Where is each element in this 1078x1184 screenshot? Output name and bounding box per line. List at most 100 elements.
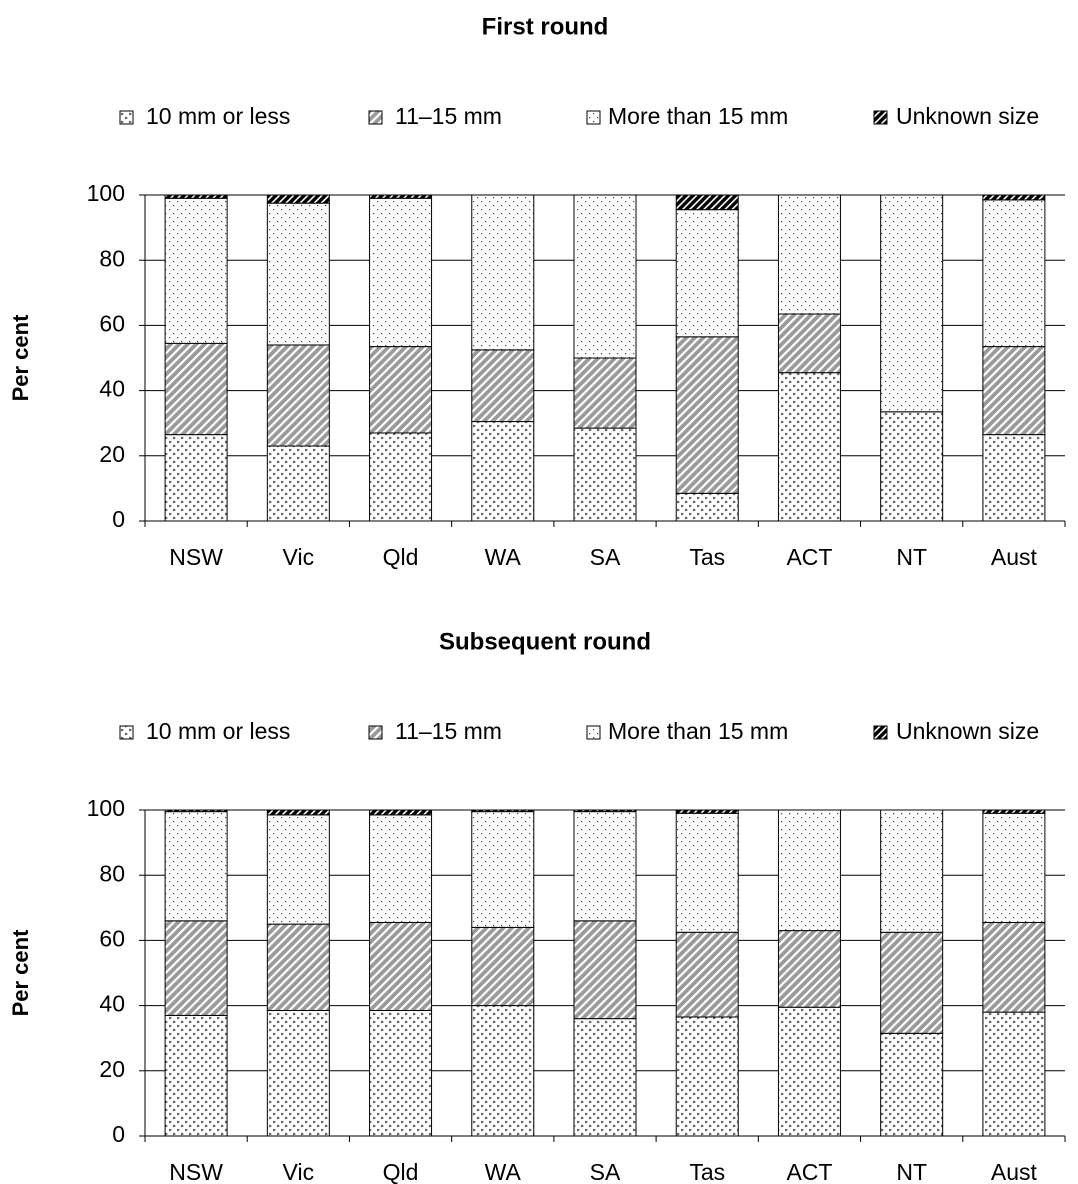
y-tick-label: 20 <box>99 441 125 467</box>
y-tick-label: 100 <box>87 180 125 206</box>
bar-segment <box>471 809 535 813</box>
bar-segment <box>266 923 330 1011</box>
bar-segment <box>573 920 637 1020</box>
y-tick-label: 40 <box>99 991 125 1017</box>
bar-segment <box>777 313 841 374</box>
legend-label: 10 mm or less <box>146 103 290 129</box>
bar-segment <box>266 809 330 816</box>
legend-swatch <box>368 110 383 125</box>
bar-segment <box>880 411 944 522</box>
y-axis-label: Per cent <box>8 929 33 1016</box>
bar-segment <box>369 197 433 348</box>
x-tick-label: NSW <box>169 544 223 570</box>
bar-segment <box>982 921 1046 1013</box>
bar-segment <box>573 194 637 359</box>
bar-segment <box>573 811 637 922</box>
bar-segment <box>982 199 1046 348</box>
bar-segment <box>164 1014 228 1137</box>
bar-segment <box>777 1006 841 1137</box>
bar-segment <box>675 812 739 933</box>
legend-swatch <box>873 725 888 740</box>
bar-segment <box>777 372 841 522</box>
bar-segment <box>266 445 330 522</box>
bar-segment <box>164 434 228 522</box>
legend-label: 11–15 mm <box>395 718 502 744</box>
bar-segment <box>982 809 1046 814</box>
bar-segment <box>266 194 330 204</box>
bar-segment <box>777 930 841 1008</box>
x-tick-label: Tas <box>689 544 725 570</box>
bar-segment <box>573 427 637 522</box>
bar-segment <box>675 809 739 814</box>
legend-label: More than 15 mm <box>608 103 788 129</box>
bar-segment <box>573 1018 637 1137</box>
bar-segment <box>369 432 433 522</box>
y-tick-label: 20 <box>99 1056 125 1082</box>
chart-title: Subsequent round <box>439 628 651 655</box>
bar-segment <box>369 346 433 434</box>
x-tick-label: NT <box>896 544 927 570</box>
bar-segment <box>471 926 535 1007</box>
y-tick-label: 0 <box>112 506 125 532</box>
bar-segment <box>880 1032 944 1137</box>
legend-swatch <box>119 110 134 125</box>
bar-segment <box>164 342 228 436</box>
bar-segment <box>369 1009 433 1137</box>
y-tick-label: 40 <box>99 376 125 402</box>
x-tick-label: WA <box>485 1159 522 1184</box>
x-tick-label: Vic <box>283 1159 315 1184</box>
bar-segment <box>369 809 433 816</box>
bar-segment <box>777 809 841 932</box>
bar-segment <box>471 194 535 351</box>
x-tick-label: Aust <box>991 1159 1038 1184</box>
bar-segment <box>982 812 1046 923</box>
y-tick-label: 80 <box>99 860 125 886</box>
legend-swatch <box>586 725 601 740</box>
legend-swatch <box>368 725 383 740</box>
y-tick-label: 60 <box>99 925 125 951</box>
x-tick-label: Tas <box>689 1159 725 1184</box>
x-tick-label: NSW <box>169 1159 223 1184</box>
bar-segment <box>982 346 1046 436</box>
x-tick-label: WA <box>485 544 522 570</box>
bar-segment <box>880 194 944 413</box>
y-tick-label: 0 <box>112 1121 125 1147</box>
bar-segment <box>369 921 433 1011</box>
x-tick-label: Vic <box>283 544 315 570</box>
chart-title: First round <box>482 13 609 40</box>
bar-segment <box>675 336 739 494</box>
x-tick-label: SA <box>590 1159 621 1184</box>
x-tick-label: NT <box>896 1159 927 1184</box>
bar-segment <box>777 194 841 315</box>
bar-segment <box>164 197 228 344</box>
bar-segment <box>369 814 433 923</box>
bar-segment <box>880 931 944 1034</box>
bar-segment <box>573 357 637 429</box>
legend-label: 11–15 mm <box>395 103 502 129</box>
bar-segment <box>675 194 739 211</box>
bar-segment <box>675 931 739 1018</box>
bar-segment <box>982 1011 1046 1137</box>
bar-segment <box>982 194 1046 201</box>
bar-segment <box>266 814 330 925</box>
legend-swatch <box>873 110 888 125</box>
bar-segment <box>675 1016 739 1137</box>
bar-segment <box>164 809 228 813</box>
legend-label: Unknown size <box>896 718 1039 744</box>
bar-segment <box>573 809 637 813</box>
legend-label: Unknown size <box>896 103 1039 129</box>
x-tick-label: ACT <box>786 1159 832 1184</box>
legend-label: More than 15 mm <box>608 718 788 744</box>
bar-segment <box>471 811 535 928</box>
bar-segment <box>471 421 535 522</box>
bar-segment <box>266 202 330 346</box>
bar-segment <box>675 492 739 522</box>
y-tick-label: 100 <box>87 795 125 821</box>
bar-segment <box>471 1005 535 1137</box>
bar-segment <box>880 809 944 933</box>
bar-segment <box>369 194 433 199</box>
bar-segment <box>164 194 228 199</box>
x-tick-label: Qld <box>383 1159 419 1184</box>
y-tick-label: 80 <box>99 245 125 271</box>
